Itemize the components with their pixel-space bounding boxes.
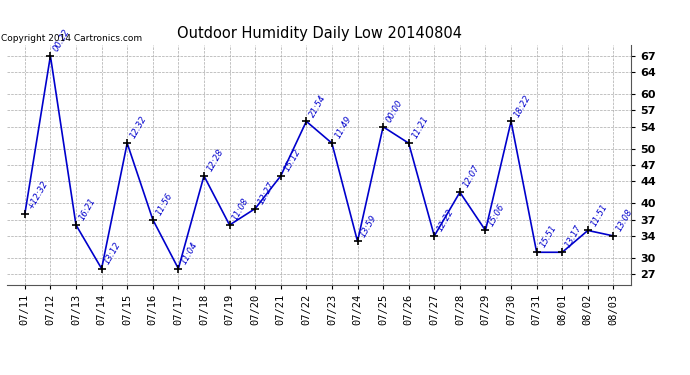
- Text: 11:08: 11:08: [231, 196, 251, 222]
- Text: 13:59: 13:59: [359, 213, 379, 238]
- Text: 12:28: 12:28: [206, 147, 226, 173]
- Text: 13:08: 13:08: [615, 207, 635, 233]
- Text: 15:51: 15:51: [538, 224, 558, 249]
- Text: 12:07: 12:07: [462, 164, 481, 189]
- Text: 15:12: 15:12: [282, 147, 302, 173]
- Title: Outdoor Humidity Daily Low 20140804: Outdoor Humidity Daily Low 20140804: [177, 26, 462, 41]
- Text: 11:56: 11:56: [154, 191, 174, 217]
- Text: 11:21: 11:21: [410, 115, 430, 140]
- Text: 11:49: 11:49: [333, 115, 353, 140]
- Text: 13:12: 13:12: [103, 240, 123, 266]
- Text: 16:21: 16:21: [77, 196, 97, 222]
- Text: 12:32: 12:32: [128, 115, 148, 140]
- Text: 00:22: 00:22: [52, 27, 72, 53]
- Text: 12:22: 12:22: [435, 207, 455, 233]
- Text: 15:06: 15:06: [487, 202, 507, 228]
- Text: 12:27: 12:27: [257, 180, 277, 206]
- Text: 13:17: 13:17: [564, 224, 584, 249]
- Text: 21:54: 21:54: [308, 93, 328, 118]
- Text: +12:32: +12:32: [26, 180, 50, 212]
- Text: 18:22: 18:22: [513, 93, 533, 118]
- Text: 11:51: 11:51: [589, 202, 609, 228]
- Text: Humidity  (%): Humidity (%): [622, 37, 690, 47]
- Text: Copyright 2014 Cartronics.com: Copyright 2014 Cartronics.com: [1, 34, 141, 43]
- Text: 11:04: 11:04: [180, 240, 199, 266]
- Text: 00:00: 00:00: [384, 98, 404, 124]
